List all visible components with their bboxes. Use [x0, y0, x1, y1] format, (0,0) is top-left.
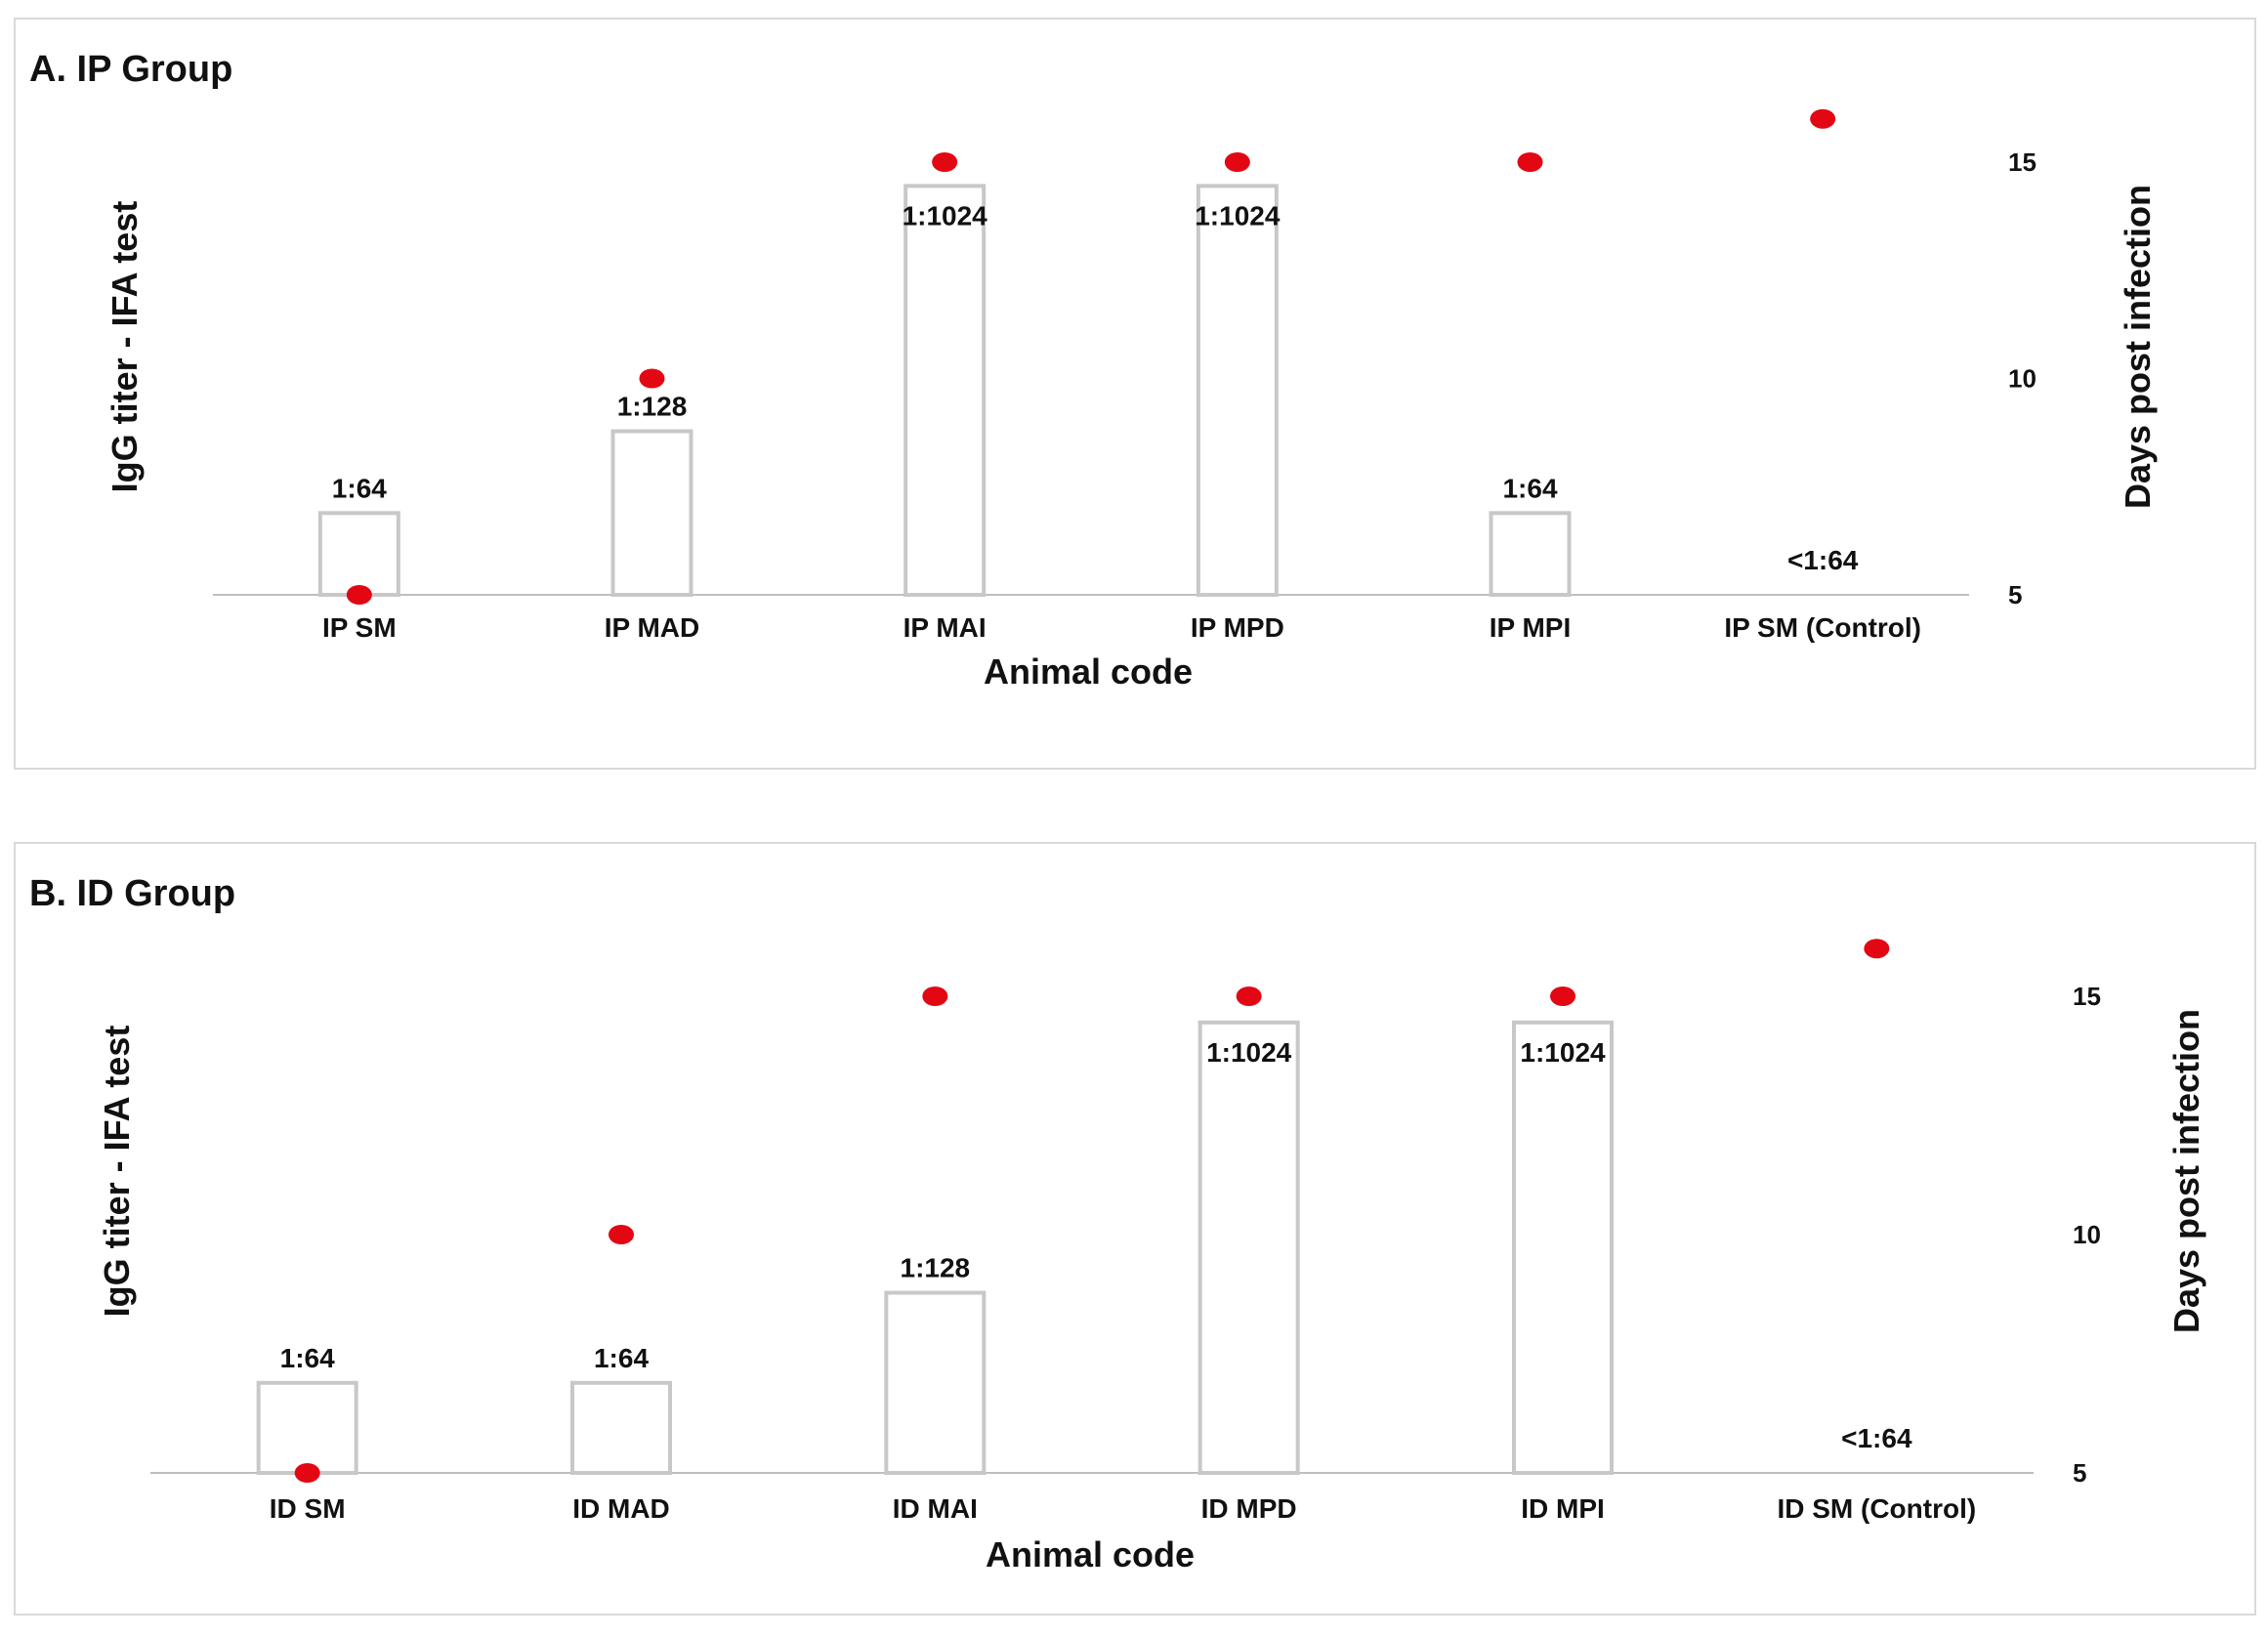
- y2-tick-label: 10: [2073, 1220, 2101, 1249]
- x-axis-title: Animal code: [984, 651, 1193, 692]
- titer-bar: [1512, 1020, 1614, 1475]
- titer-bar: [1196, 184, 1279, 598]
- titer-bar: [610, 429, 693, 597]
- chart-title: B. ID Group: [29, 873, 236, 914]
- days-point: [922, 986, 948, 1006]
- days-point: [609, 1225, 634, 1244]
- x-tick-label: IP MAI: [903, 612, 987, 643]
- bar-data-label: 1:64: [594, 1343, 649, 1373]
- chart-panel-ip-group: A. IP Group 1:64 IP SM 1:128 IP MAD 1:1024 IP…: [14, 18, 2256, 770]
- x-tick-label: IP SM: [322, 612, 397, 643]
- x-axis-title: Animal code: [986, 1534, 1195, 1574]
- x-tick-label: IP MPI: [1490, 612, 1572, 643]
- bar-data-label: 1:128: [617, 392, 688, 422]
- y2-tick-label: 5: [2073, 1458, 2086, 1488]
- bar-data-label: 1:1024: [903, 200, 988, 231]
- titer-bar: [1197, 1020, 1300, 1475]
- bar-data-label: 1:1024: [1195, 200, 1281, 231]
- y2-tick-label: 10: [2008, 364, 2037, 394]
- x-tick-label: ID SM: [270, 1493, 346, 1524]
- days-point: [639, 368, 665, 389]
- x-tick-label: IP SM (Control): [1724, 612, 1921, 643]
- titer-bar: [903, 184, 987, 598]
- chart-svg-ip-group: 1:64 IP SM 1:128 IP MAD 1:1024 IP MAI 1:1024 IP…: [105, 108, 2158, 692]
- days-point: [932, 152, 958, 172]
- y2-axis-title: Days post infection: [2118, 185, 2158, 509]
- titer-bar: [570, 1380, 672, 1476]
- titer-bar: [256, 1380, 358, 1476]
- bar-data-label: 1:1024: [1206, 1037, 1292, 1068]
- x-tick-label: ID MAI: [893, 1493, 978, 1524]
- x-tick-label: ID MPI: [1521, 1493, 1605, 1524]
- days-point: [1550, 986, 1575, 1006]
- x-tick-label: IP MAD: [605, 612, 700, 643]
- titer-bar: [1489, 511, 1572, 598]
- x-tick-label: ID SM (Control): [1777, 1493, 1976, 1524]
- bar-data-label: 1:64: [280, 1343, 335, 1373]
- titer-bar: [317, 511, 400, 598]
- titer-bar: [884, 1290, 987, 1476]
- bar-data-label: 1:64: [332, 473, 387, 503]
- days-point: [346, 585, 372, 605]
- bar-data-label: 1:64: [1502, 473, 1557, 503]
- y2-tick-label: 15: [2073, 982, 2101, 1011]
- bar-data-label: 1:128: [901, 1253, 971, 1283]
- y2-tick-label: 15: [2008, 147, 2037, 177]
- days-point: [1236, 986, 1262, 1006]
- chart-title: A. IP Group: [29, 49, 233, 90]
- x-tick-label: ID MAD: [572, 1493, 670, 1524]
- x-tick-label: IP MPD: [1191, 612, 1284, 643]
- y-axis-title: IgG titer - IFA test: [105, 201, 145, 493]
- days-point: [1810, 108, 1836, 129]
- y2-tick-label: 5: [2008, 580, 2022, 609]
- chart-svg-id-group: 1:64 ID SM 1:64 ID MAD 1:128 ID MAI 1:1024 ID M…: [97, 939, 2206, 1574]
- days-point: [294, 1463, 320, 1483]
- days-point: [1864, 939, 1890, 959]
- bar-data-label: <1:64: [1787, 545, 1859, 575]
- days-point: [1517, 152, 1543, 172]
- chart-panel-id-group: B. ID Group 1:64 ID SM 1:64 ID MAD 1:128 ID M…: [14, 842, 2256, 1616]
- y2-axis-title: Days post infection: [2166, 1009, 2206, 1333]
- x-tick-label: ID MPD: [1201, 1493, 1297, 1524]
- days-point: [1224, 152, 1250, 172]
- bar-data-label: <1:64: [1841, 1423, 1912, 1453]
- bar-data-label: 1:1024: [1520, 1037, 1606, 1068]
- y-axis-title: IgG titer - IFA test: [97, 1026, 137, 1318]
